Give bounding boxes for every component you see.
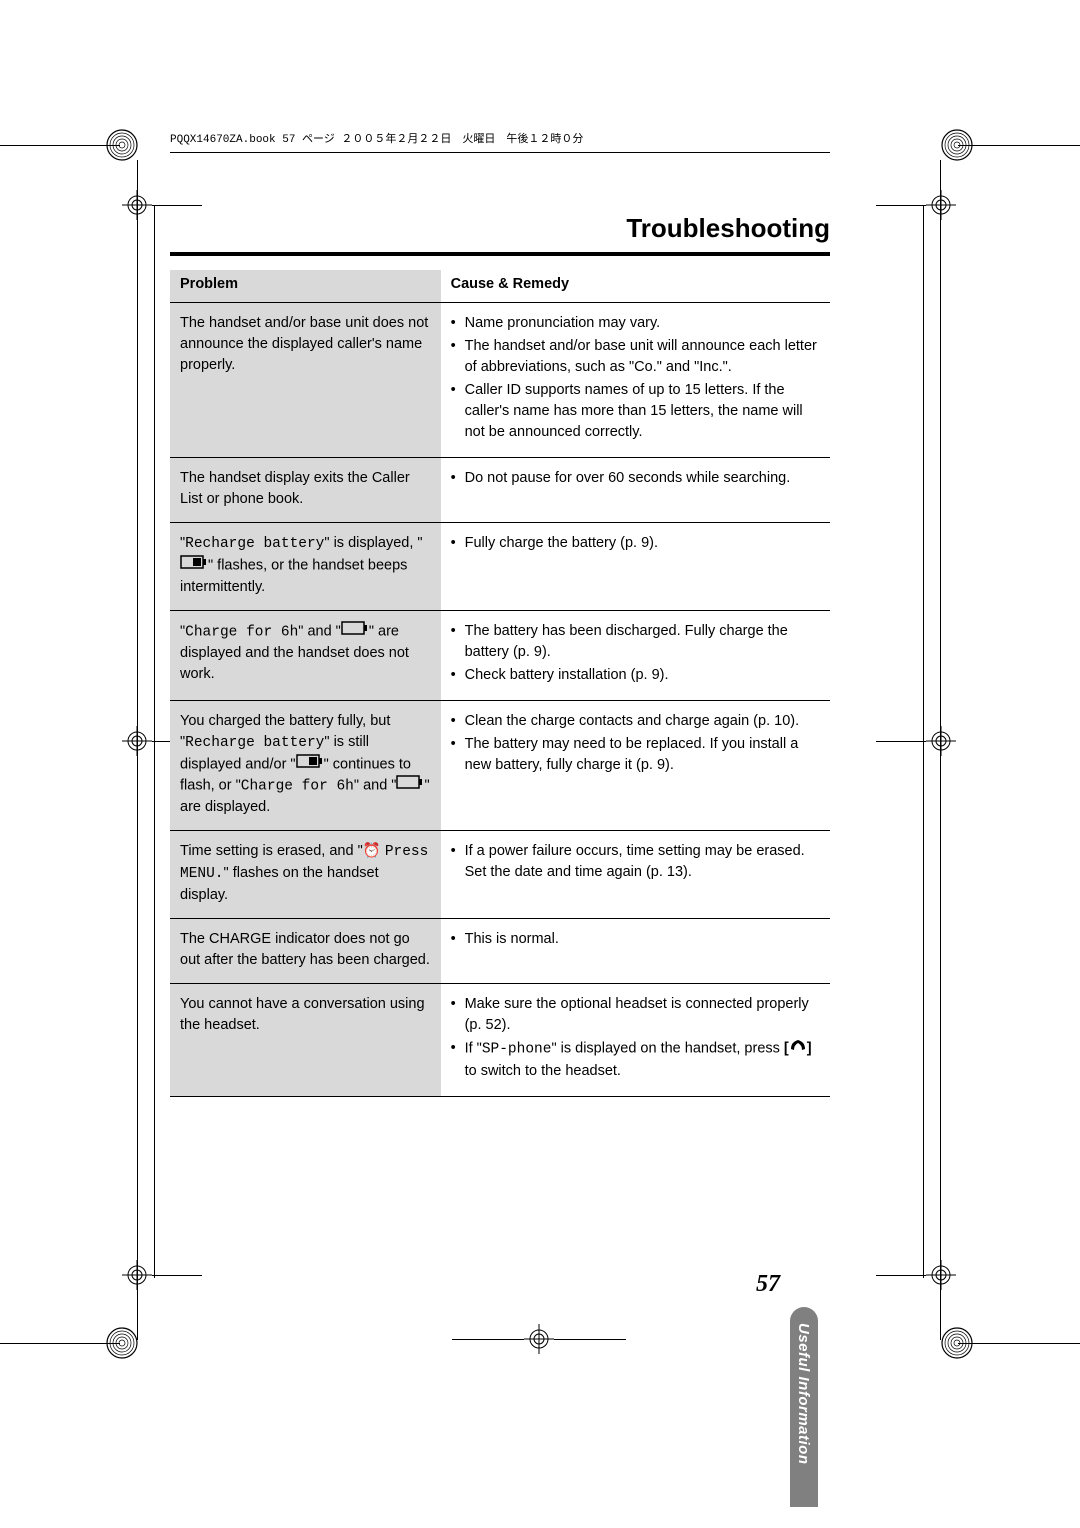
remedy-cell: This is normal. (441, 919, 830, 984)
remedy-cell: Name pronunciation may vary.The handset … (441, 303, 830, 458)
problem-cell: "Charge for 6h" and "" are displayed and… (170, 610, 441, 700)
remedy-item: Check battery installation (p. 9). (451, 665, 820, 686)
battery-empty-icon (396, 775, 424, 796)
corner-mark-br (940, 1326, 974, 1365)
crop-line-v (154, 205, 155, 1278)
page-content: PQQX14670ZA.book 57 ページ ２００５年２月２２日 火曜日 午… (170, 130, 830, 1327)
corner-mark-tr (940, 128, 974, 167)
crop-line (876, 205, 926, 206)
footer-region: 57 Useful Information (170, 1267, 830, 1327)
remedy-item: Name pronunciation may vary. (451, 313, 820, 334)
table-row: The handset and/or base unit does not an… (170, 303, 830, 458)
remedy-item: Clean the charge contacts and charge aga… (451, 711, 820, 732)
remedy-item: The battery may need to be replaced. If … (451, 734, 820, 776)
remedy-item: The handset and/or base unit will announ… (451, 336, 820, 378)
book-header-line: PQQX14670ZA.book 57 ページ ２００５年２月２２日 火曜日 午… (170, 130, 830, 146)
side-tab: Useful Information (790, 1307, 818, 1507)
reg-mark-bc (524, 1324, 554, 1354)
reg-mark-tr (926, 190, 956, 220)
table-row: The handset display exits the Caller Lis… (170, 458, 830, 523)
remedy-cell: The battery has been discharged. Fully c… (441, 610, 830, 700)
reg-mark-br (926, 1260, 956, 1290)
crop-line-v (940, 160, 941, 1340)
col-remedy: Cause & Remedy (441, 270, 830, 303)
problem-cell: "Recharge battery" is displayed, "" flas… (170, 523, 441, 610)
title-rule (170, 252, 830, 256)
table-row: You charged the battery fully, but "Rech… (170, 700, 830, 831)
page-number: 57 (756, 1271, 780, 1298)
crop-line (958, 1343, 1080, 1344)
table-row: "Recharge battery" is displayed, "" flas… (170, 523, 830, 610)
remedy-item: If "SP-phone" is displayed on the handse… (451, 1038, 820, 1081)
handset-icon (789, 1038, 807, 1059)
corner-mark-tl (105, 128, 139, 167)
problem-cell: You cannot have a conversation using the… (170, 984, 441, 1096)
page-title: Troubleshooting (170, 213, 830, 244)
remedy-cell: Fully charge the battery (p. 9). (441, 523, 830, 610)
corner-mark-bl (105, 1326, 139, 1365)
crop-line (958, 145, 1080, 146)
table-row: The CHARGE indicator does not go out aft… (170, 919, 830, 984)
crop-line (452, 1339, 524, 1340)
remedy-cell: Make sure the optional headset is connec… (441, 984, 830, 1096)
col-problem: Problem (170, 270, 441, 303)
crop-line-v (923, 205, 924, 1278)
remedy-item: Do not pause for over 60 seconds while s… (451, 468, 820, 489)
problem-cell: Time setting is erased, and "⏰ Press MEN… (170, 831, 441, 919)
remedy-item: Make sure the optional headset is connec… (451, 994, 820, 1036)
remedy-item: If a power failure occurs, time setting … (451, 841, 820, 883)
battery-full-icon (180, 555, 208, 576)
problem-cell: You charged the battery fully, but "Rech… (170, 700, 441, 831)
remedy-cell: Clean the charge contacts and charge aga… (441, 700, 830, 831)
side-tab-label: Useful Information (795, 1323, 812, 1465)
crop-line-v (137, 160, 138, 1340)
crop-line (876, 1275, 926, 1276)
remedy-cell: Do not pause for over 60 seconds while s… (441, 458, 830, 523)
problem-cell: The handset and/or base unit does not an… (170, 303, 441, 458)
reg-mark-mr (926, 726, 956, 756)
battery-full-icon (296, 754, 324, 775)
troubleshooting-table: Problem Cause & Remedy The handset and/o… (170, 270, 830, 1097)
table-row: "Charge for 6h" and "" are displayed and… (170, 610, 830, 700)
remedy-item: The battery has been discharged. Fully c… (451, 621, 820, 663)
battery-empty-icon (341, 621, 369, 642)
crop-line (0, 1343, 120, 1344)
remedy-item: Caller ID supports names of up to 15 let… (451, 380, 820, 443)
crop-line (876, 741, 926, 742)
remedy-cell: If a power failure occurs, time setting … (441, 831, 830, 919)
remedy-item: Fully charge the battery (p. 9). (451, 533, 820, 554)
problem-cell: The CHARGE indicator does not go out aft… (170, 919, 441, 984)
header-rule (170, 152, 830, 153)
crop-line (0, 145, 120, 146)
table-row: Time setting is erased, and "⏰ Press MEN… (170, 831, 830, 919)
problem-cell: The handset display exits the Caller Lis… (170, 458, 441, 523)
table-row: You cannot have a conversation using the… (170, 984, 830, 1096)
crop-line (554, 1339, 626, 1340)
remedy-item: This is normal. (451, 929, 820, 950)
